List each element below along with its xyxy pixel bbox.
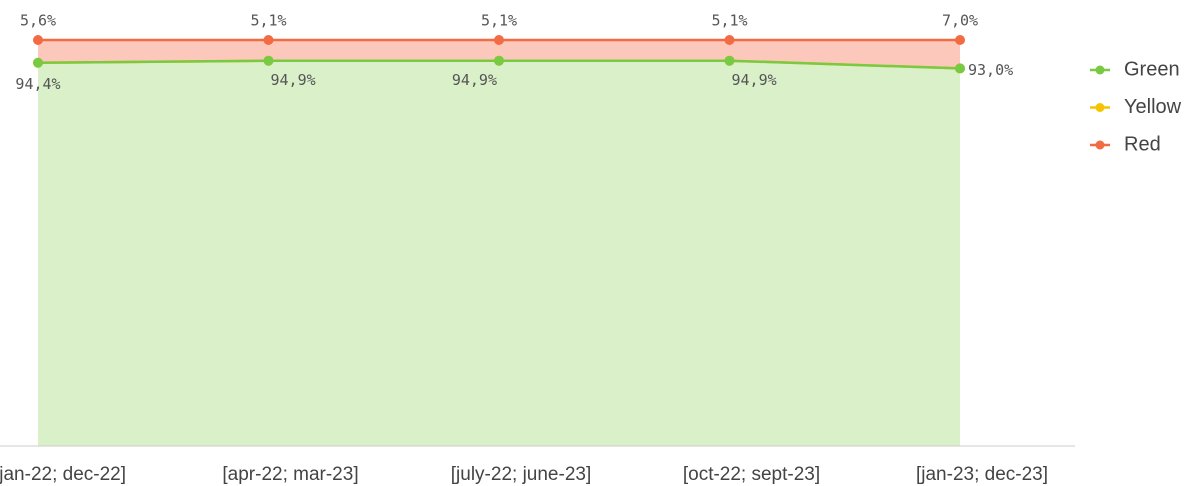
x-tick-label: [july-22; june-23]: [451, 464, 591, 485]
legend-label: Green: [1124, 58, 1180, 80]
point: [263, 35, 274, 45]
point: [955, 35, 965, 45]
point: [955, 63, 965, 74]
area: [38, 60, 960, 447]
legend-marker: [1095, 103, 1105, 112]
data-label: 5,1%: [250, 12, 286, 30]
x-tick-label: [jan-23; dec-23]: [916, 464, 1048, 485]
data-label: 93,0%: [968, 61, 1013, 79]
x-tick-label: [apr-22; mar-23]: [222, 464, 358, 485]
legend-marker: [1095, 65, 1105, 75]
data-label: 5,6%: [20, 12, 56, 30]
data-label: 5,1%: [481, 12, 517, 30]
point: [724, 35, 735, 45]
point: [263, 55, 274, 66]
point: [494, 55, 504, 66]
data-label: 94,4%: [15, 75, 60, 93]
data-label: 94,9%: [732, 71, 777, 89]
x-tick-label: [oct-22; sept-23]: [683, 464, 820, 485]
data-label: 5,1%: [711, 12, 747, 30]
data-label: 7,0%: [942, 12, 978, 30]
data-label: 94,9%: [452, 71, 497, 89]
data-label: 94,9%: [271, 71, 316, 89]
point: [33, 57, 43, 68]
area: [38, 40, 960, 69]
legend-label: Yellow: [1124, 96, 1182, 118]
x-tick-label: [jan-22; dec-22]: [0, 464, 126, 485]
point: [33, 35, 43, 45]
legend-label: Red: [1124, 133, 1161, 155]
point: [494, 35, 504, 45]
legend-marker: [1095, 140, 1105, 150]
point: [724, 55, 735, 66]
